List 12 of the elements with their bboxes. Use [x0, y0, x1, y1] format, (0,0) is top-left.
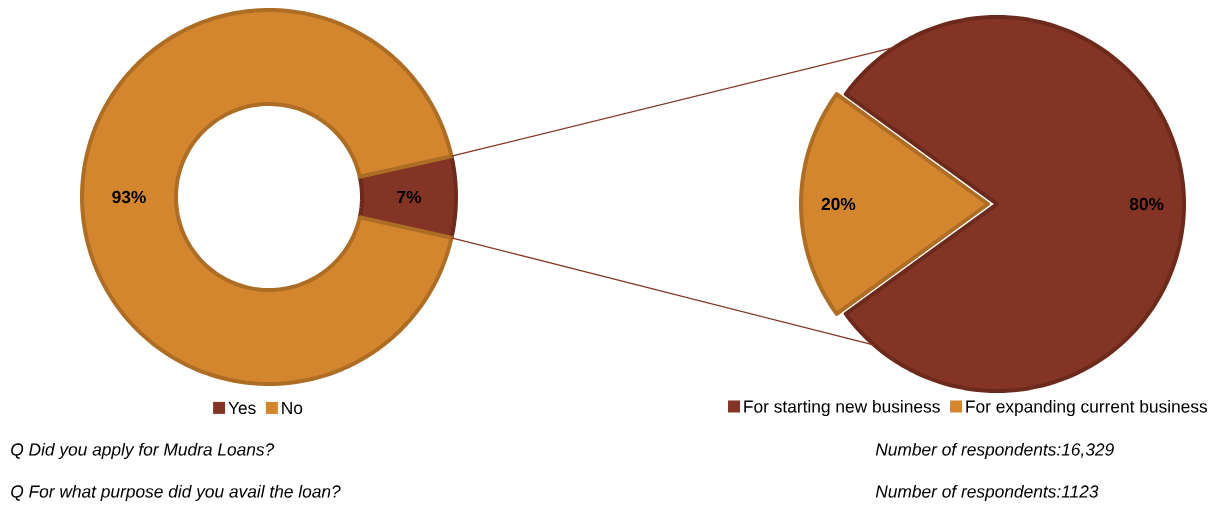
data-label: 7% [397, 190, 422, 204]
data-label: 80% [1129, 197, 1164, 211]
legend-label: Yes [228, 401, 256, 415]
text: Number of respondents:16,329 [875, 442, 1114, 460]
text: Q For what purpose did you avail the loan? [11, 484, 341, 502]
data-label: 20% [821, 197, 856, 211]
legend-label: For starting new business [744, 399, 940, 417]
legend-label: For expanding current business [966, 399, 1208, 417]
data-label: 93% [112, 190, 146, 204]
text: Q Did you apply for Mudra Loans? [11, 442, 275, 460]
text: Number of respondents:1123 [875, 484, 1099, 502]
legend-label: No [282, 401, 303, 415]
